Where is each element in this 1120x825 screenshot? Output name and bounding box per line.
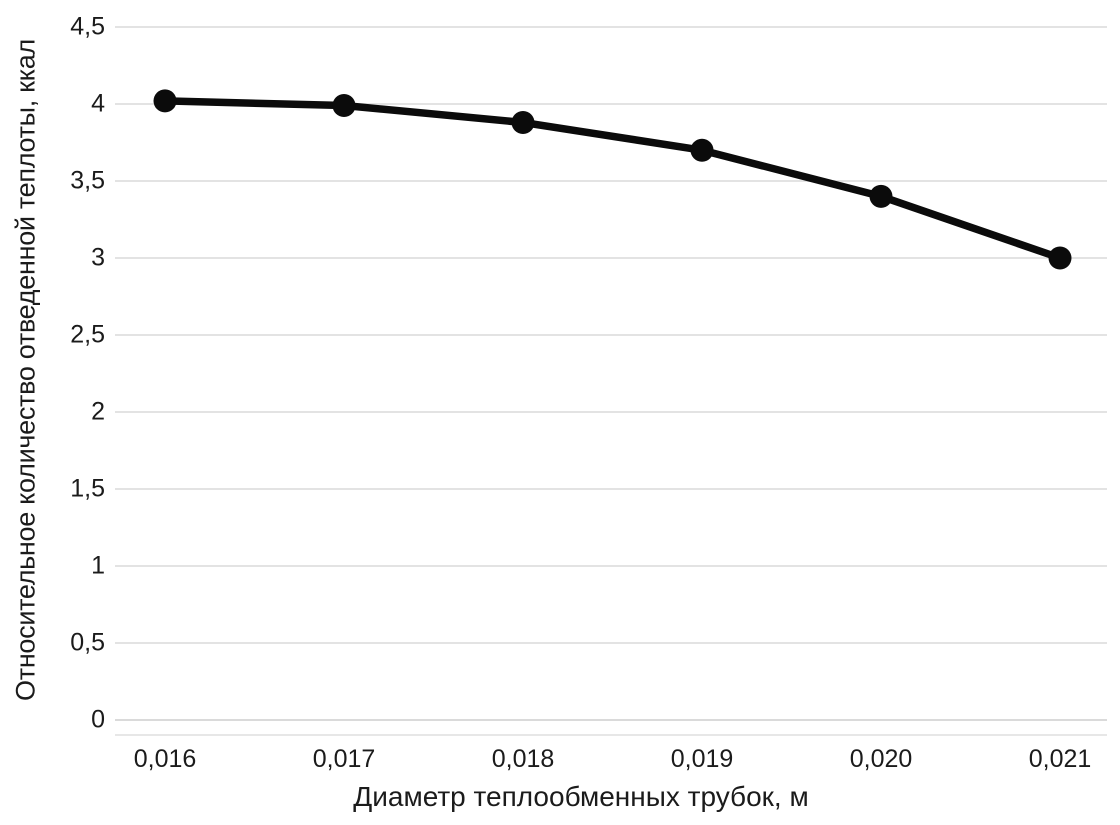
y-tick-label: 2,5 [70, 320, 105, 349]
series-line [161, 97, 1064, 262]
x-axis-title: Диаметр теплообменных трубок, м [353, 781, 809, 812]
x-tick-label: 0,018 [491, 745, 555, 773]
y-tick-label: 1,5 [70, 474, 105, 503]
x-tick-label: 0,017 [312, 745, 376, 773]
data-point-marker [1048, 246, 1072, 270]
data-point-marker [511, 110, 535, 134]
data-point-marker [153, 89, 177, 113]
x-tick-label: 0,021 [1028, 745, 1092, 773]
y-tick-label: 4 [91, 89, 105, 118]
y-tick-label: 0 [91, 705, 105, 734]
data-point-marker [869, 184, 893, 208]
y-tick-label: 3 [91, 243, 105, 272]
y-tick-label: 3,5 [70, 166, 105, 195]
y-tick-label: 2 [91, 397, 105, 426]
y-tick-label: 4,5 [70, 12, 105, 41]
data-point-marker [332, 94, 356, 118]
x-tick-label: 0,016 [133, 745, 197, 773]
y-tick-label: 0,5 [70, 628, 105, 657]
data-point-marker [690, 138, 714, 162]
x-tick-label: 0,020 [849, 745, 913, 773]
y-tick-label: 1 [91, 551, 105, 580]
x-tick-label: 0,019 [670, 745, 734, 773]
y-axis-title: Относительное количество отведенной тепл… [10, 39, 41, 701]
